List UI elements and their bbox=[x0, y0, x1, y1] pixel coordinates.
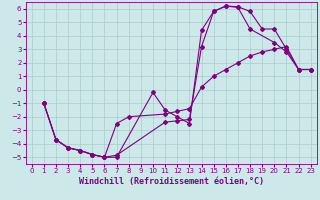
X-axis label: Windchill (Refroidissement éolien,°C): Windchill (Refroidissement éolien,°C) bbox=[79, 177, 264, 186]
